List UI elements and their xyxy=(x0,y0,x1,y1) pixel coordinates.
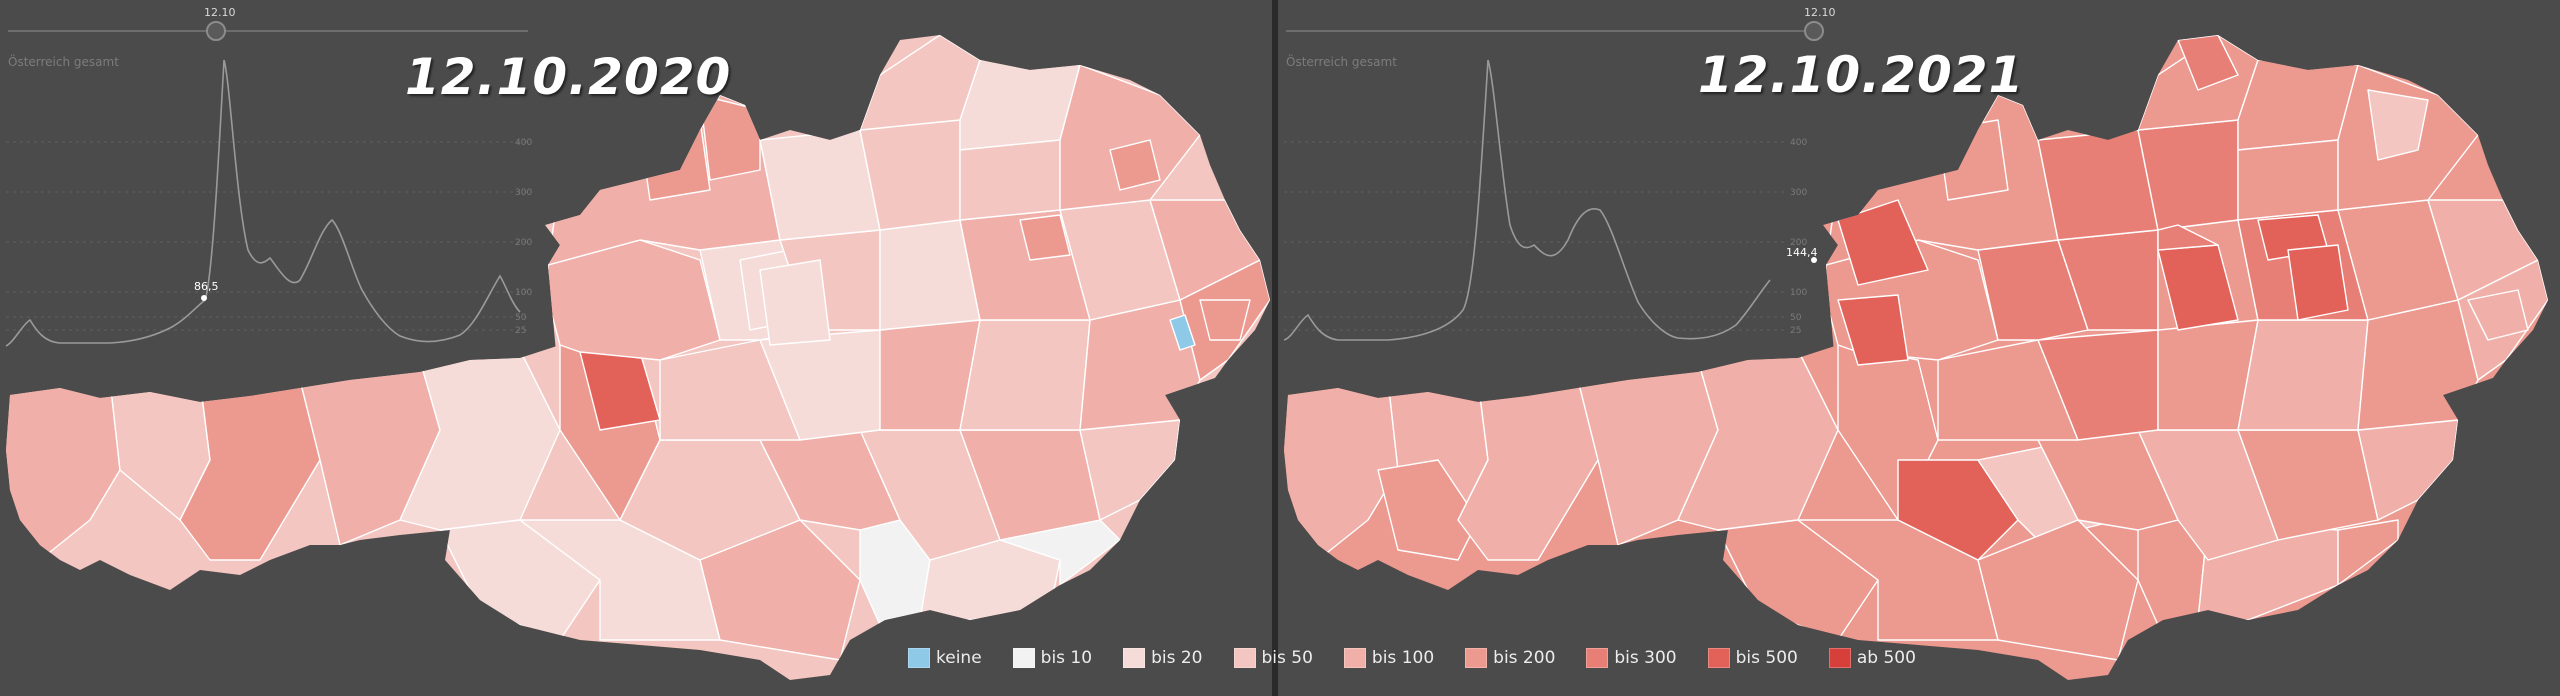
tick-400: 400 xyxy=(515,138,532,148)
tick-400: 400 xyxy=(1790,138,1807,148)
legend-swatch xyxy=(1707,648,1730,668)
tick-100: 100 xyxy=(515,288,532,298)
date-title-2021: 12.10.2021 xyxy=(1698,46,2025,104)
legend-label: bis 200 xyxy=(1493,648,1556,668)
district[interactable] xyxy=(639,119,711,201)
district-high[interactable] xyxy=(1897,459,2019,561)
austria-map-2021[interactable] xyxy=(1278,0,2560,696)
slider-thumb[interactable] xyxy=(1804,21,1824,41)
district[interactable] xyxy=(1019,214,1071,261)
district[interactable] xyxy=(1937,119,2009,201)
map-panel-2020: 12.10 Österreich gesamt 400 300 200 100 … xyxy=(0,0,1272,696)
tick-300: 300 xyxy=(1790,188,1807,198)
district[interactable] xyxy=(959,319,1091,431)
legend-swatch xyxy=(1465,648,1488,668)
trend-line xyxy=(1283,59,1771,341)
slider-thumb[interactable] xyxy=(206,21,226,41)
trend-axis-ticks: 400 300 200 100 50 25 xyxy=(1790,138,1807,336)
district[interactable] xyxy=(659,339,801,441)
district[interactable] xyxy=(2367,89,2429,161)
district[interactable] xyxy=(959,139,1061,221)
district[interactable] xyxy=(2337,519,2399,586)
legend-item-bis-20: bis 20 xyxy=(1123,648,1203,668)
legend-item-bis-300: bis 300 xyxy=(1586,648,1677,668)
trend-chart: 400 300 200 100 50 25 86,5 xyxy=(5,59,532,347)
district[interactable] xyxy=(2427,199,2539,301)
district[interactable] xyxy=(1109,139,1161,191)
legend-label: bis 20 xyxy=(1151,648,1203,668)
slider-value: 12.10 xyxy=(1804,6,1836,19)
austria-map-2020[interactable] xyxy=(0,0,1272,696)
district-high[interactable] xyxy=(1837,199,1929,286)
legend-swatch xyxy=(1343,648,1366,668)
district[interactable] xyxy=(759,259,831,346)
tick-200: 200 xyxy=(515,238,532,248)
tick-200: 200 xyxy=(1790,238,1807,248)
legend-item-bis-100: bis 100 xyxy=(1343,648,1435,668)
legend-item-keine: keine xyxy=(908,648,982,668)
district[interactable] xyxy=(2467,289,2529,341)
map-panel-2021: 12.10 Österreich gesamt 400 300 200 100 … xyxy=(1278,0,2560,696)
marker-value: 86,5 xyxy=(194,280,219,293)
district-none[interactable] xyxy=(1169,314,1196,351)
legend-item-ab-500: ab 500 xyxy=(1828,648,1916,668)
district[interactable] xyxy=(2157,224,2219,251)
region-label: Österreich gesamt xyxy=(8,55,119,69)
district[interactable] xyxy=(2037,129,2159,241)
district[interactable] xyxy=(699,94,761,181)
legend-swatch xyxy=(908,648,930,668)
legend: keine bis 10 bis 20 bis 50 bis 100 bis 2… xyxy=(908,646,1947,670)
district[interactable] xyxy=(759,129,881,241)
districts-2021[interactable] xyxy=(1278,0,2560,696)
district[interactable] xyxy=(2177,35,2239,91)
region-label: Österreich gesamt xyxy=(1286,55,1397,69)
legend-item-bis-50: bis 50 xyxy=(1233,648,1313,668)
district[interactable] xyxy=(1199,299,1251,341)
current-marker xyxy=(201,295,207,301)
tick-50: 50 xyxy=(515,313,527,323)
legend-label: keine xyxy=(936,648,982,668)
legend-label: bis 500 xyxy=(1735,648,1798,668)
legend-label: bis 300 xyxy=(1614,648,1677,668)
legend-swatch xyxy=(1828,648,1851,668)
trend-chart: 400 300 200 100 50 25 144,4 xyxy=(1283,59,1818,341)
district[interactable] xyxy=(699,519,861,661)
date-slider[interactable]: 12.10 xyxy=(1286,6,1836,41)
legend-label: bis 100 xyxy=(1371,648,1435,668)
district-high[interactable] xyxy=(1837,294,1909,366)
marker-value: 144,4 xyxy=(1786,246,1818,259)
district[interactable] xyxy=(2357,299,2479,431)
tick-100: 100 xyxy=(1790,288,1807,298)
district[interactable] xyxy=(1377,459,1479,561)
tick-50: 50 xyxy=(1790,313,1802,323)
legend-item-bis-10: bis 10 xyxy=(1012,648,1093,668)
district[interactable] xyxy=(1937,339,2079,441)
current-marker xyxy=(1811,257,1817,263)
legend-label: bis 10 xyxy=(1040,648,1093,668)
legend-swatch xyxy=(1012,648,1035,668)
date-slider[interactable]: 12.10 xyxy=(8,6,528,41)
legend-swatch xyxy=(1586,648,1609,668)
legend-label: bis 50 xyxy=(1261,648,1313,668)
tick-25: 25 xyxy=(515,326,526,336)
district[interactable] xyxy=(1059,64,1201,211)
trend-line xyxy=(5,59,521,347)
trend-axis-ticks: 400 300 200 100 50 25 xyxy=(515,138,532,336)
district[interactable] xyxy=(1977,519,2139,661)
date-title-2020: 12.10.2020 xyxy=(405,48,732,106)
legend-swatch xyxy=(1233,648,1256,668)
tick-300: 300 xyxy=(515,188,532,198)
trend-gridlines xyxy=(6,141,530,331)
legend-item-bis-500: bis 500 xyxy=(1707,648,1798,668)
district[interactable] xyxy=(2237,139,2339,221)
district[interactable] xyxy=(1149,199,1261,301)
tick-25: 25 xyxy=(1790,326,1801,336)
district-high[interactable] xyxy=(2287,244,2349,321)
trend-gridlines xyxy=(1284,141,1788,331)
legend-label: ab 500 xyxy=(1856,648,1916,668)
district[interactable] xyxy=(2237,319,2369,431)
legend-item-bis-200: bis 200 xyxy=(1465,648,1555,668)
legend-swatch xyxy=(1123,648,1146,668)
slider-value: 12.10 xyxy=(204,6,236,19)
